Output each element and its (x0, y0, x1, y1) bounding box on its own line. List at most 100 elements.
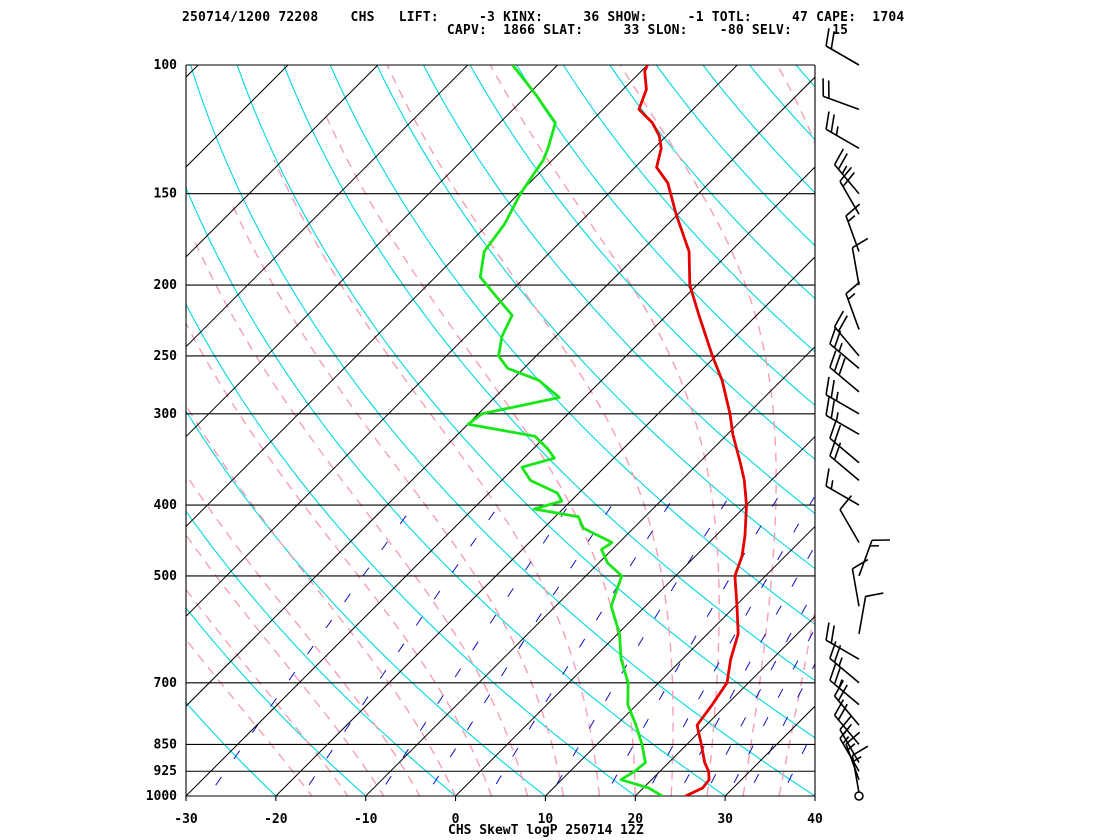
dry-adiabat-line (186, 409, 547, 796)
wind-barb-feather (830, 114, 835, 133)
wind-barb (829, 662, 860, 706)
dry-adiabat-line (376, 65, 815, 570)
wind-barb-feather (825, 28, 830, 47)
wind-barb-staff (845, 293, 860, 330)
wind-barb-staff (825, 128, 860, 149)
wind-barb-staff (839, 509, 860, 543)
wind-barb-staff (833, 695, 860, 726)
wind-barb-feather (825, 376, 830, 395)
wind-barb (858, 539, 891, 577)
dry-adiabat-line (186, 701, 277, 796)
wind-barb-feather (825, 468, 830, 487)
wind-barb-staff (839, 729, 860, 763)
mixing-ratio-line (809, 783, 815, 796)
wind-barb-feather (838, 357, 846, 376)
moist-adiabat-line (194, 242, 529, 796)
header-line-1: 250714/1200 72208 CHS LIFT: -3 KINX: 36 … (182, 10, 905, 25)
wind-barb-staff (829, 343, 860, 369)
wind-barb-feather (851, 237, 869, 249)
wind-barb-half-feather (838, 342, 843, 352)
isotherm-line (186, 76, 815, 707)
wind-barb-staff (839, 180, 860, 215)
dry-adiabat-line (748, 65, 815, 141)
wind-barb-half-feather (835, 412, 839, 422)
mixing-ratio-line (677, 544, 815, 796)
wind-barb (845, 203, 861, 252)
isotherm-line (545, 525, 815, 796)
wind-barb-feather (837, 703, 848, 721)
wind-barb-staff (829, 366, 860, 393)
pressure-tick-label: 700 (154, 676, 178, 691)
wind-barb-staff (823, 95, 860, 111)
wind-barb-staff (845, 215, 860, 252)
moist-adiabat-line (776, 65, 815, 796)
dry-adiabat-line (186, 303, 637, 796)
isotherm-line (186, 65, 648, 528)
temperature-trace (637, 65, 748, 796)
pressure-tick-label: 200 (154, 278, 178, 293)
moist-adiabat-line (489, 65, 720, 796)
mixing-ratio-line (703, 588, 815, 796)
wind-barb (829, 350, 860, 393)
wind-barb-feather (837, 315, 848, 332)
mixing-ratio-line (746, 663, 815, 796)
moist-adiabat-line (186, 588, 349, 796)
wind-barb-feather (833, 354, 842, 372)
isotherm-line (0, 65, 18, 796)
wind-barb (851, 558, 869, 607)
wind-barb-feather (830, 625, 835, 644)
pressure-tick-label: 300 (154, 407, 178, 422)
wind-barb (833, 148, 860, 195)
wind-barb-staff (833, 164, 860, 195)
wind-barb-feather (839, 715, 853, 731)
wind-barb-feather (842, 172, 856, 188)
wind-barb (854, 791, 864, 801)
wind-barb-half-feather (842, 727, 850, 736)
mixing-ratio-line (780, 726, 815, 796)
dry-adiabat-line (186, 510, 457, 796)
moist-adiabat-line (847, 65, 1044, 812)
wind-barb-staff (851, 568, 860, 607)
pressure-tick-label: 850 (154, 737, 178, 752)
pressure-tick-label: 150 (154, 187, 178, 202)
wind-barb (839, 715, 860, 763)
pressure-tick-label: 400 (154, 498, 178, 513)
mixing-ratio-line (726, 627, 815, 796)
moist-adiabat-line (186, 638, 313, 796)
dry-adiabat-line (469, 65, 815, 460)
wind-barb (829, 641, 860, 684)
wind-barb-feather (837, 684, 848, 702)
dry-adiabat-line (609, 65, 815, 300)
wind-barb-staff (825, 485, 860, 506)
chart-caption: CHS SkewT logP 250714 12Z (448, 823, 644, 838)
pressure-tick-label: 925 (154, 764, 177, 779)
pressure-tick-label: 500 (154, 569, 178, 584)
moist-adiabat-line (273, 160, 601, 796)
wind-barb (851, 237, 869, 286)
wind-barb (825, 28, 860, 66)
wind-barb (825, 397, 860, 435)
wind-barb-staff (825, 414, 860, 435)
wind-barb-feather (865, 592, 884, 598)
dry-adiabat-line (186, 186, 727, 796)
wind-barb (833, 310, 860, 357)
wind-barb (825, 622, 860, 660)
wind-barb-feather (845, 281, 861, 295)
wind-barb (845, 281, 861, 330)
moist-adiabat-line (231, 203, 565, 796)
dry-adiabat-line (329, 65, 815, 625)
temperature-tick-label: 40 (807, 812, 823, 827)
temperature-tick-label: 30 (717, 812, 733, 827)
wind-barb-half-feather (838, 657, 843, 667)
wind-barb-feather (830, 31, 835, 50)
pressure-tick-label: 1000 (146, 789, 177, 804)
wind-barb-staff (845, 743, 860, 780)
mixing-ratio-line (549, 496, 730, 796)
temperature-tick-label: -10 (354, 812, 378, 827)
wind-barb-feather (833, 424, 842, 443)
moist-adiabat-line (186, 322, 493, 796)
moist-adiabat-line (619, 65, 777, 796)
wind-barb-half-feather (847, 215, 856, 223)
